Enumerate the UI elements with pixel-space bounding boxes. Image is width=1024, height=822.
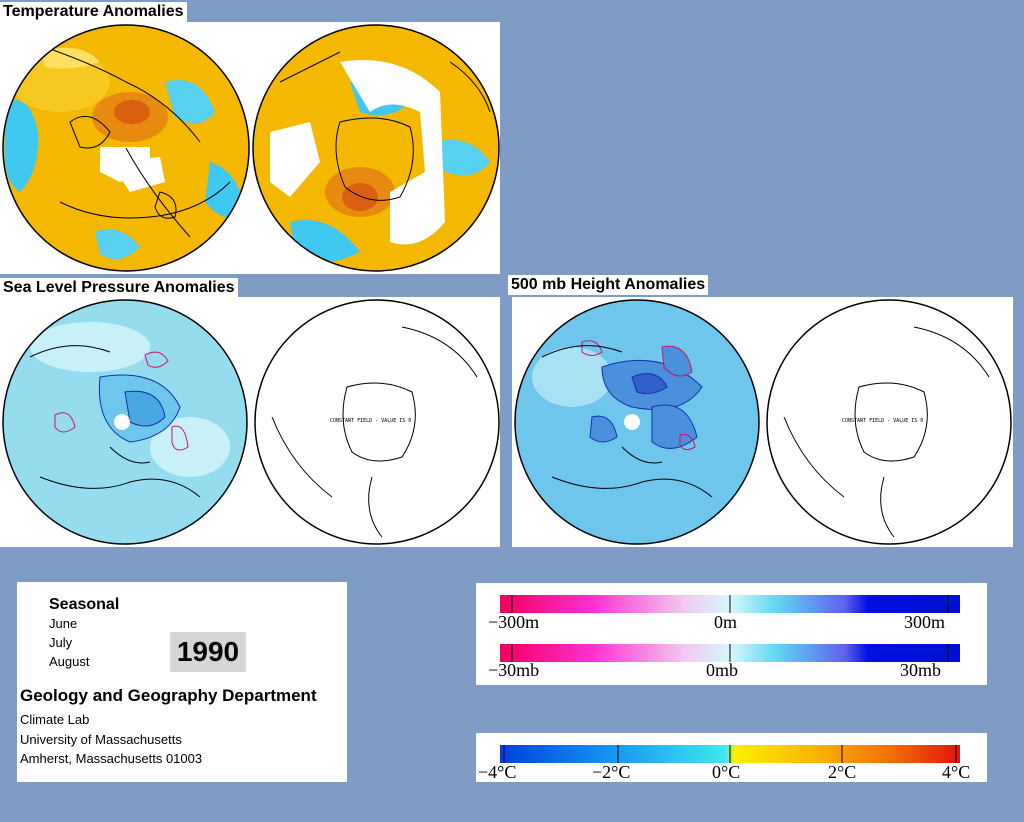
- slp-panel: CONSTANT FIELD - VALUE IS 0: [0, 297, 500, 547]
- height-label-mid: 0m: [714, 612, 738, 632]
- month-june: June: [49, 616, 78, 631]
- temperature-label-neg4: −4°C: [478, 762, 517, 782]
- temperature-legend: −4°C −2°C 0°C 2°C 4°C: [476, 733, 987, 782]
- h500-panel: CONSTANT FIELD - VALUE IS 0: [512, 297, 1013, 547]
- pressure-label-min: −30mb: [488, 660, 540, 680]
- slp-constant-note: CONSTANT FIELD - VALUE IS 0: [330, 418, 412, 424]
- slp-globe-north: [2, 299, 248, 545]
- pressure-label-mid: 0mb: [706, 660, 739, 680]
- year-badge: 1990: [170, 632, 246, 672]
- address-line-3: Amherst, Massachusetts 01003: [20, 751, 203, 766]
- address-line-2: University of Massachusetts: [20, 732, 182, 747]
- height-pressure-legend: −300m 0m 300m −30mb 0mb 30mb: [476, 583, 987, 685]
- temperature-label-4: 4°C: [942, 762, 971, 782]
- info-box: Seasonal June July August 1990 Geology a…: [17, 582, 347, 782]
- temperature-label-neg2: −2°C: [592, 762, 631, 782]
- pressure-colorbar: [500, 644, 960, 662]
- height-label-min: −300m: [488, 612, 540, 632]
- month-july: July: [49, 635, 73, 650]
- season-label: Seasonal: [49, 596, 120, 613]
- height-label-max: 300m: [904, 612, 946, 632]
- month-august: August: [49, 654, 90, 669]
- temperature-colorbar: [500, 745, 960, 763]
- department-name: Geology and Geography Department: [20, 686, 317, 705]
- slp-globe-south: [254, 299, 500, 545]
- temperature-globe-north: [2, 24, 250, 272]
- address-line-1: Climate Lab: [20, 712, 90, 727]
- height-colorbar: [500, 595, 960, 613]
- temperature-globe-south: [252, 24, 500, 272]
- temperature-label-0: 0°C: [712, 762, 741, 782]
- temperature-panel: [0, 22, 500, 274]
- temperature-label-2: 2°C: [828, 762, 857, 782]
- h500-globe-south: [766, 299, 1012, 545]
- pressure-label-max: 30mb: [900, 660, 942, 680]
- temperature-title: Temperature Anomalies: [0, 2, 187, 22]
- slp-title: Sea Level Pressure Anomalies: [0, 278, 238, 298]
- h500-title: 500 mb Height Anomalies: [508, 275, 709, 295]
- h500-constant-note: CONSTANT FIELD - VALUE IS 0: [842, 418, 924, 424]
- h500-globe-north: [514, 299, 760, 545]
